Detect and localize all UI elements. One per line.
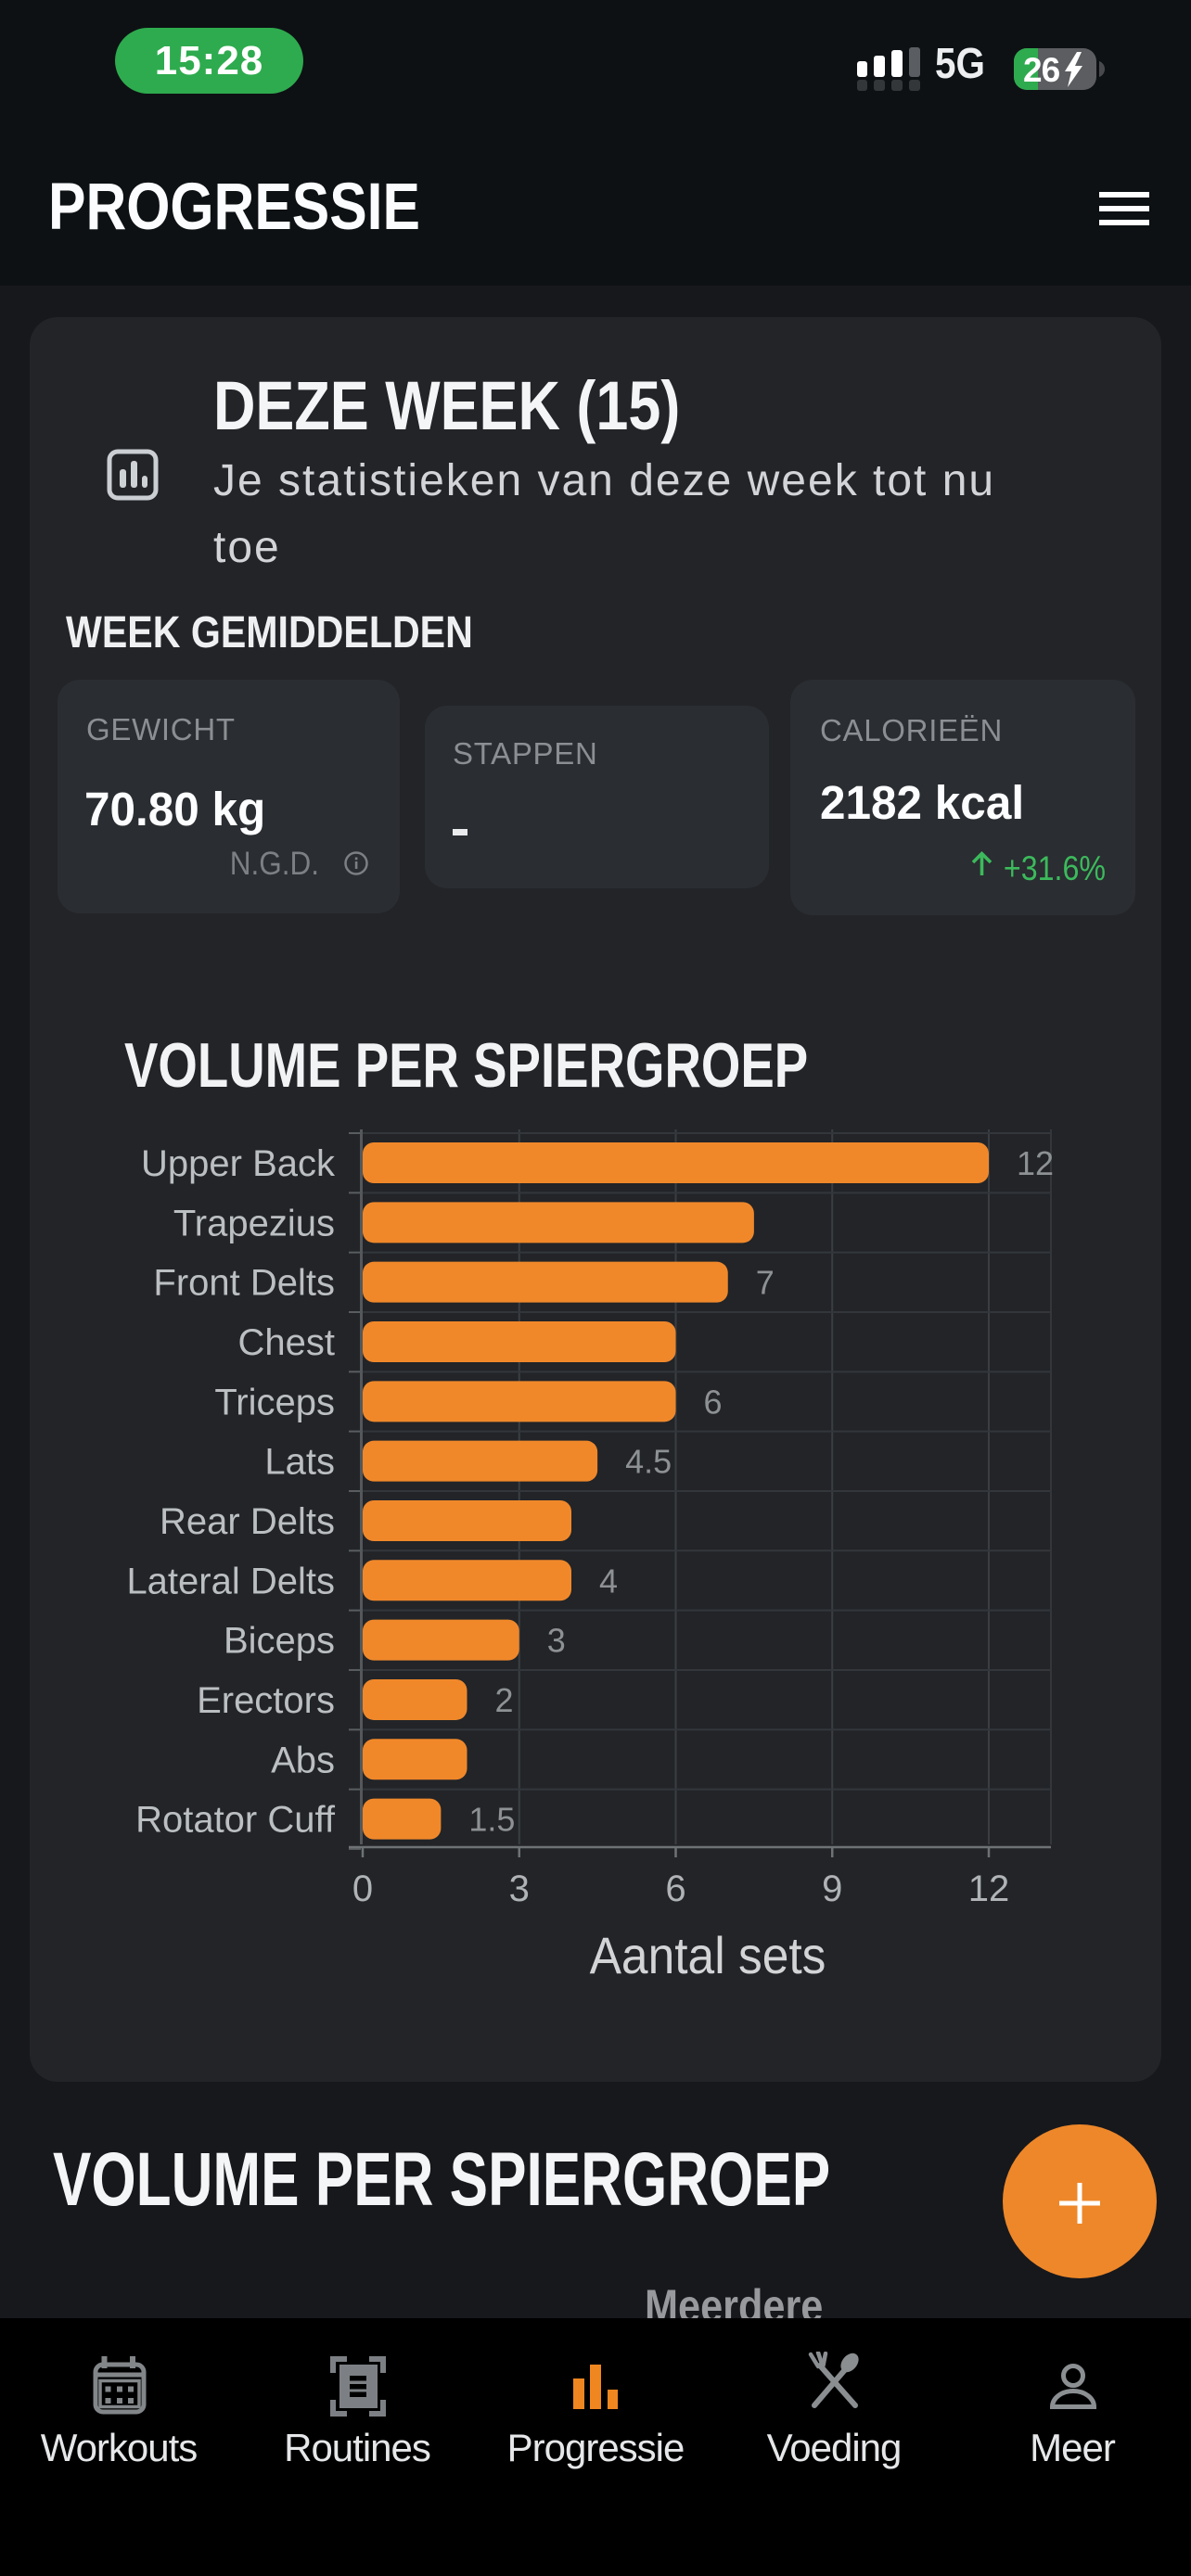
- svg-text:2: 2: [495, 1681, 514, 1719]
- svg-text:26: 26: [1023, 51, 1060, 89]
- svg-text:6: 6: [704, 1383, 723, 1421]
- svg-text:Triceps: Triceps: [214, 1382, 335, 1422]
- svg-text:VOLUME PER SPIERGROEP: VOLUME PER SPIERGROEP: [124, 1030, 808, 1101]
- svg-text:0: 0: [352, 1868, 373, 1909]
- svg-text:Aantal sets: Aantal sets: [590, 1927, 826, 1984]
- svg-text:6: 6: [665, 1868, 685, 1909]
- svg-text:Biceps: Biceps: [224, 1621, 335, 1662]
- svg-text:1.5: 1.5: [468, 1801, 515, 1839]
- svg-text:Chest: Chest: [238, 1322, 336, 1363]
- svg-text:Lateral Delts: Lateral Delts: [126, 1561, 335, 1601]
- svg-text:Abs: Abs: [271, 1740, 335, 1780]
- svg-text:Trapezius: Trapezius: [173, 1203, 335, 1243]
- svg-text:Upper Back: Upper Back: [141, 1143, 336, 1184]
- svg-text:9: 9: [822, 1868, 842, 1909]
- svg-text:12: 12: [968, 1868, 1010, 1909]
- svg-text:7: 7: [756, 1264, 775, 1302]
- svg-text:Lats: Lats: [264, 1442, 335, 1483]
- svg-text:3: 3: [547, 1622, 566, 1660]
- svg-text:3: 3: [509, 1868, 530, 1909]
- svg-text:Front Delts: Front Delts: [153, 1263, 335, 1304]
- svg-text:Rear Delts: Rear Delts: [160, 1501, 335, 1542]
- svg-text:Erectors: Erectors: [197, 1680, 335, 1721]
- svg-text:4.5: 4.5: [625, 1443, 672, 1481]
- svg-text:12: 12: [1017, 1144, 1054, 1182]
- svg-text:Rotator Cuff: Rotator Cuff: [135, 1800, 336, 1841]
- svg-text:4: 4: [599, 1562, 618, 1600]
